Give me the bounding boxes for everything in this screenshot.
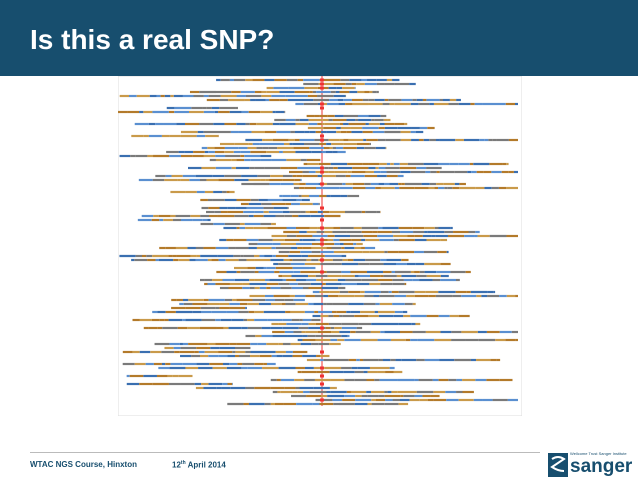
mismatch: [320, 270, 324, 274]
mismatch: [320, 102, 324, 106]
logo-name: sanger: [570, 456, 633, 477]
mismatch: [320, 382, 324, 386]
footer-rule: [30, 452, 540, 453]
mismatch: [320, 206, 324, 210]
mismatch: [320, 326, 324, 330]
mismatch: [320, 86, 324, 90]
mismatch: [320, 374, 324, 378]
mismatch: [320, 226, 324, 230]
mismatch: [320, 78, 324, 82]
mismatch: [320, 238, 324, 242]
logo-icon: [548, 453, 568, 477]
mismatch: [320, 106, 324, 110]
mismatch: [320, 170, 324, 174]
mismatch: [320, 366, 324, 370]
mismatch: [320, 182, 324, 186]
mismatch: [320, 350, 324, 354]
title-bar: Is this a real SNP?: [0, 0, 638, 76]
mismatch: [320, 218, 324, 222]
sanger-logo: Wellcome Trust Sanger Institute sanger: [548, 450, 632, 479]
footer-date: 12th April 2014: [172, 460, 226, 470]
mismatch: [320, 242, 324, 246]
title: Is this a real SNP?: [30, 24, 275, 55]
date-rest: April 2014: [187, 460, 226, 470]
mismatch: [320, 138, 324, 142]
logo-small-text: Wellcome Trust Sanger Institute: [570, 451, 627, 456]
mismatch: [320, 82, 324, 86]
date-day: 12: [172, 460, 181, 470]
alignment-view: [118, 76, 522, 416]
footer-course: WTAC NGS Course, Hinxton: [30, 460, 137, 469]
mismatch: [320, 258, 324, 262]
mismatch: [320, 134, 324, 138]
mismatch: [320, 398, 324, 402]
date-suffix: th: [180, 460, 186, 466]
mismatch: [320, 166, 324, 170]
